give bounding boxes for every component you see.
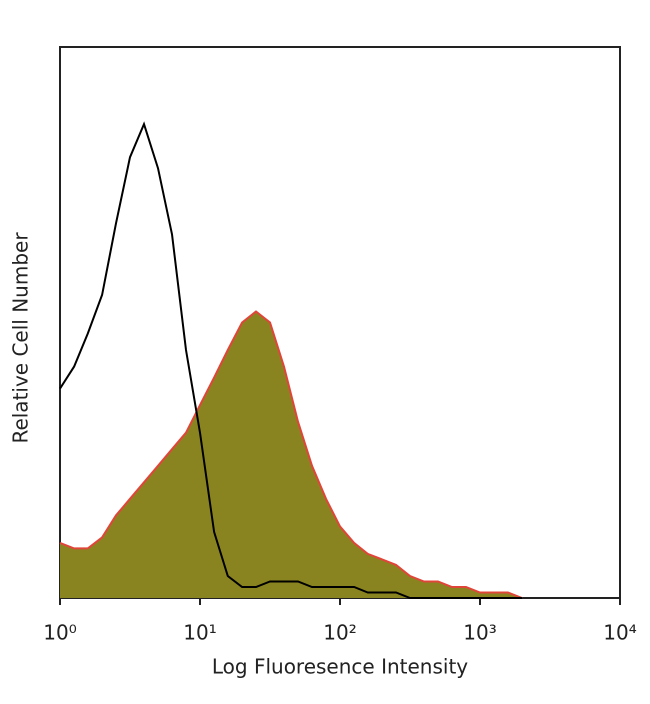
y-axis-label: Relative Cell Number <box>9 232 33 444</box>
x-tick-label: 10⁰ <box>43 621 76 645</box>
x-tick-label: 10² <box>323 621 356 645</box>
histogram-outline <box>59 310 523 599</box>
x-tick-label: 10⁴ <box>603 621 636 645</box>
x-axis-label: Log Fluoresence Intensity <box>212 655 468 679</box>
x-tick-label: 10³ <box>463 621 496 645</box>
histogram-area <box>60 311 522 598</box>
x-tick-label: 10¹ <box>183 621 216 645</box>
histogram-line <box>59 121 522 599</box>
